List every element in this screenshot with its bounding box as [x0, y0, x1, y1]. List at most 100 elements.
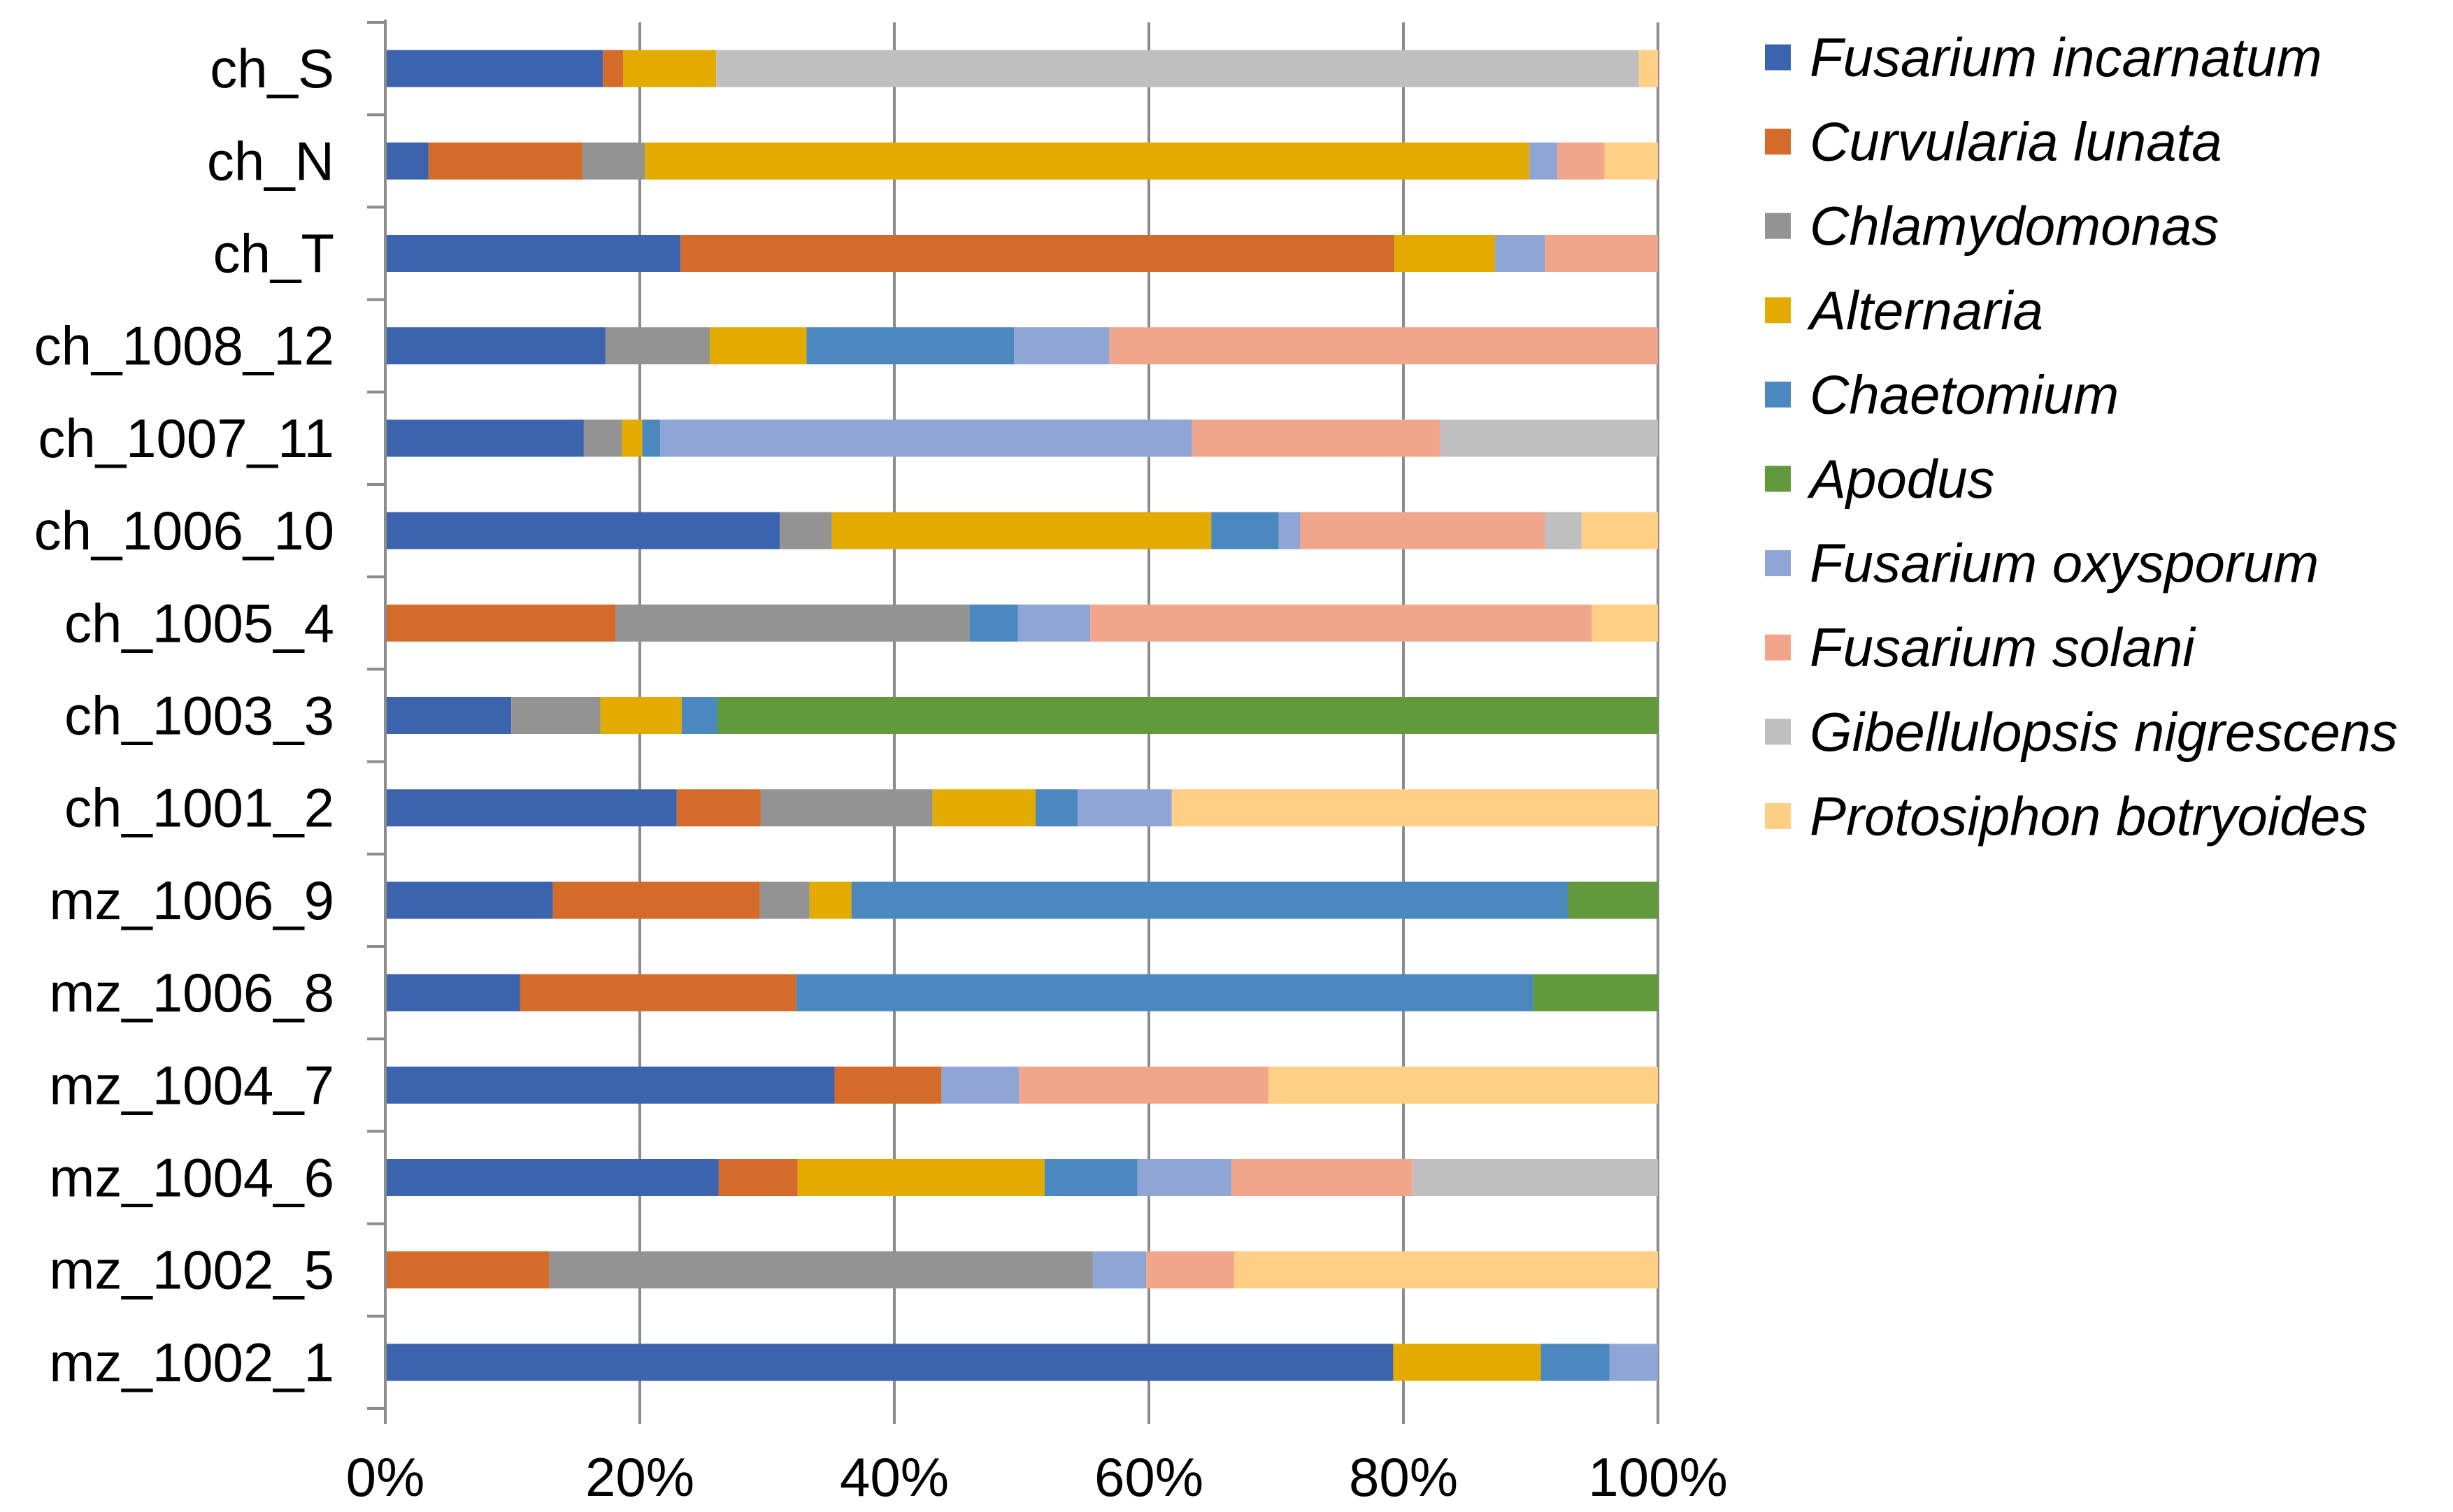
- legend-label-fusarium-solani: Fusarium solani: [1810, 617, 2196, 678]
- bar-mz-1004-6-curvularia-lunata: [718, 1159, 798, 1196]
- legend-label-curvularia-lunata: Curvularia lunata: [1810, 111, 2222, 173]
- legend-label-fusarium-incarnatum: Fusarium incarnatum: [1810, 27, 2322, 88]
- bar-mz-1004-7-protosiphon-botryoides: [1268, 1066, 1658, 1104]
- bar-ch-1005-4-chlamydomonas: [615, 604, 970, 642]
- bar-ch-s-curvularia-lunata: [603, 50, 624, 87]
- bar-ch-n-chlamydomonas: [582, 142, 645, 180]
- legend-label-chaetomium: Chaetomium: [1810, 363, 2119, 425]
- legend: Fusarium incarnatum Curvularia lunata Chla…: [1765, 27, 2398, 847]
- bar-ch-1003-3-chaetomium: [682, 697, 718, 734]
- bar-ch-1007-11-gibellulopsis-nigrescens: [1440, 419, 1658, 457]
- bar-ch-1007-11-chaetomium: [642, 419, 661, 457]
- bar-ch-1006-10-protosiphon-botryoides: [1581, 512, 1658, 549]
- bar-ch-1001-2-fusarium-oxysporum: [1078, 789, 1172, 827]
- bar-ch-n-protosiphon-botryoides: [1604, 142, 1658, 180]
- category-label: ch_S: [210, 38, 334, 99]
- bar-ch-n-fusarium-incarnatum: [385, 142, 429, 180]
- bar-ch-1007-11-fusarium-incarnatum: [385, 419, 584, 457]
- bar-ch-1008-12-chlamydomonas: [605, 327, 710, 365]
- bar-ch-1001-2-chaetomium: [1036, 789, 1078, 827]
- bar-ch-1005-4-curvularia-lunata: [385, 604, 616, 642]
- bar-mz-1004-6-alternaria: [797, 1159, 1045, 1196]
- bar-ch-s-gibellulopsis-nigrescens: [716, 50, 1639, 87]
- bar-ch-1007-11-fusarium-solani: [1192, 419, 1440, 457]
- bar-ch-n-fusarium-solani: [1557, 142, 1605, 180]
- bar-ch-1006-10-chaetomium: [1211, 512, 1279, 549]
- bar-ch-t-fusarium-oxysporum: [1495, 235, 1545, 272]
- bar-mz-1002-5-curvularia-lunata: [385, 1251, 550, 1289]
- bar-mz-1006-8-curvularia-lunata: [520, 974, 796, 1011]
- bar-ch-1003-3-chlamydomonas: [511, 697, 601, 734]
- legend-swatch-apodus: [1765, 466, 1791, 492]
- bar-ch-t-fusarium-solani: [1545, 235, 1658, 272]
- bar-ch-1003-3-apodus: [717, 697, 1658, 734]
- legend-label-alternaria: Alternaria: [1807, 280, 2043, 341]
- legend-swatch-fusarium-incarnatum: [1765, 44, 1791, 71]
- legend-label-protosiphon-botryoides: Protosiphon botryoides: [1810, 785, 2368, 847]
- category-labels: ch_S ch_N ch_T ch_1008_12 ch_1007_11 ch_1006_…: [34, 38, 334, 1393]
- category-label: ch_1006_10: [34, 500, 334, 561]
- bar-mz-1002-5-protosiphon-botryoides: [1233, 1251, 1658, 1289]
- category-label: ch_1001_2: [64, 777, 334, 839]
- category-label: ch_1007_11: [38, 408, 334, 469]
- bar-mz-1004-7-fusarium-solani: [1019, 1066, 1269, 1104]
- bar-ch-1008-12-chaetomium: [806, 327, 1015, 365]
- bar-ch-1001-2-chlamydomonas: [760, 789, 933, 827]
- bar-ch-t-curvularia-lunata: [680, 235, 1395, 272]
- bar-ch-n-alternaria: [645, 142, 1530, 180]
- category-label: ch_1008_12: [34, 315, 334, 377]
- legend-label-fusarium-oxysporum: Fusarium oxysporum: [1810, 533, 2319, 594]
- bar-mz-1006-9-curvularia-lunata: [552, 881, 760, 919]
- bar-mz-1006-9-chlamydomonas: [759, 881, 810, 919]
- x-tick-label: 60%: [1094, 1446, 1203, 1508]
- bar-ch-s-alternaria: [623, 50, 717, 87]
- bar-ch-t-alternaria: [1394, 235, 1496, 272]
- bar-ch-s-protosiphon-botryoides: [1638, 50, 1658, 87]
- bar-mz-1006-8-apodus: [1533, 974, 1658, 1011]
- x-tick-label: 40%: [840, 1446, 949, 1508]
- x-tick-label: 0%: [346, 1446, 425, 1508]
- category-label: ch_N: [207, 130, 334, 192]
- bar-ch-1007-11-fusarium-oxysporum: [660, 419, 1192, 457]
- bar-mz-1002-1-fusarium-oxysporum: [1609, 1344, 1658, 1381]
- axes: [367, 20, 1659, 1424]
- legend-swatch-chaetomium: [1765, 381, 1791, 408]
- category-label: ch_T: [213, 223, 334, 285]
- bar-ch-1001-2-alternaria: [932, 789, 1036, 827]
- legend-swatch-protosiphon-botryoides: [1765, 802, 1791, 829]
- category-label: mz_1004_6: [49, 1147, 334, 1209]
- bar-ch-1003-3-alternaria: [600, 697, 682, 734]
- legend-swatch-gibellulopsis-nigrescens: [1765, 719, 1791, 745]
- bar-ch-n-curvularia-lunata: [428, 142, 583, 180]
- bar-mz-1004-6-fusarium-solani: [1231, 1159, 1413, 1196]
- bar-mz-1006-9-apodus: [1568, 881, 1658, 919]
- bar-mz-1006-8-chaetomium: [796, 974, 1533, 1011]
- bar-mz-1006-9-alternaria: [809, 881, 852, 919]
- legend-label-gibellulopsis-nigrescens: Gibellulopsis nigrescens: [1810, 701, 2398, 763]
- x-tick-label: 80%: [1349, 1446, 1458, 1508]
- bar-ch-1005-4-fusarium-solani: [1090, 604, 1592, 642]
- bar-ch-1005-4-chaetomium: [969, 604, 1018, 642]
- bar-mz-1006-8-fusarium-incarnatum: [385, 974, 520, 1011]
- category-label: mz_1002_5: [49, 1239, 334, 1301]
- x-tick-labels: 0% 20% 40% 60% 80% 100%: [346, 1446, 1728, 1508]
- bar-ch-1003-3-fusarium-incarnatum: [385, 697, 512, 734]
- legend-swatch-curvularia-lunata: [1765, 129, 1791, 155]
- bar-ch-n-fusarium-oxysporum: [1529, 142, 1558, 180]
- legend-label-chlamydomonas: Chlamydomonas: [1810, 195, 2219, 257]
- legend-swatch-fusarium-solani: [1765, 634, 1791, 661]
- category-label: ch_1003_3: [64, 685, 334, 747]
- bar-mz-1002-1-fusarium-incarnatum: [385, 1344, 1394, 1381]
- category-label: mz_1004_7: [49, 1054, 334, 1116]
- bar-mz-1004-7-curvularia-lunata: [834, 1066, 942, 1104]
- bar-ch-1007-11-alternaria: [622, 419, 643, 457]
- bar-ch-1006-10-alternaria: [831, 512, 1212, 549]
- bar-ch-1006-10-fusarium-incarnatum: [385, 512, 780, 549]
- bar-ch-1008-12-fusarium-incarnatum: [385, 327, 606, 365]
- bar-mz-1006-9-chaetomium: [851, 881, 1568, 919]
- bar-ch-1001-2-fusarium-incarnatum: [385, 789, 677, 827]
- x-tick-label: 100%: [1588, 1446, 1728, 1508]
- legend-label-apodus: Apodus: [1807, 448, 1995, 510]
- category-label: ch_1005_4: [64, 592, 334, 654]
